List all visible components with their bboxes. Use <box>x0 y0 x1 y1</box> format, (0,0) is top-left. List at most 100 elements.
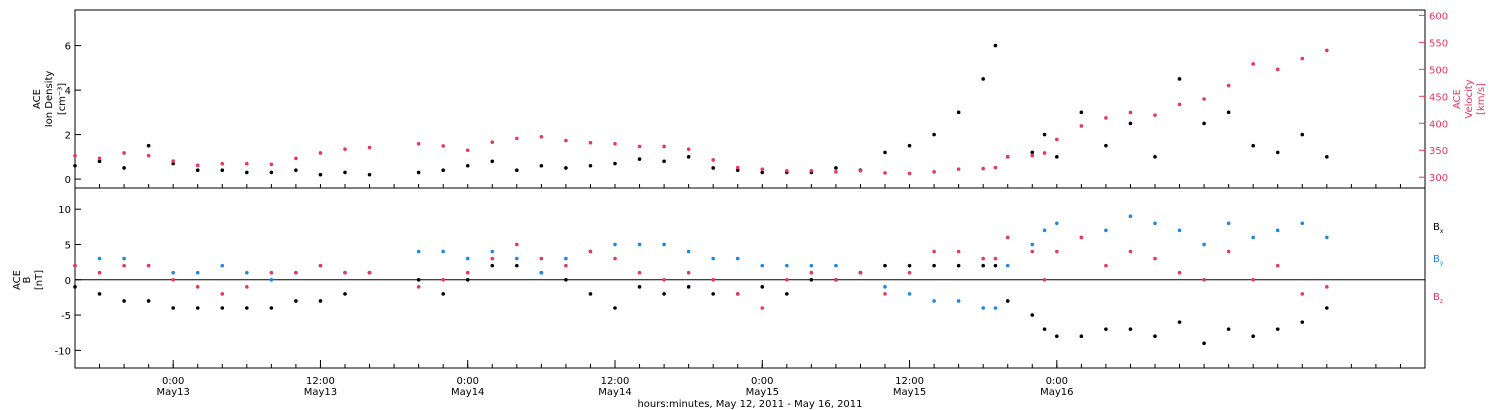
top-point <box>245 161 249 166</box>
bottom-point <box>465 256 470 261</box>
x-axis-title: hours:minutes, May 12, 2011 - May 16, 20… <box>637 399 862 410</box>
bottom-point <box>343 270 347 275</box>
ytick-right-label: 400 <box>1429 119 1448 130</box>
top-left-ticks: 0 2 4 6 <box>65 42 81 186</box>
top-point <box>146 153 151 158</box>
top-point <box>1177 77 1182 81</box>
density-ylabel-line3: [cm⁻³] <box>57 83 68 115</box>
top-point <box>1055 137 1059 142</box>
bottom-point <box>883 285 887 289</box>
top-point <box>1177 102 1182 107</box>
bottom-point <box>907 292 912 296</box>
bottom-point <box>416 249 421 254</box>
bottom-point <box>269 270 274 275</box>
bottom-point <box>711 277 715 282</box>
top-point <box>613 141 617 146</box>
bottom-point <box>490 263 495 268</box>
top-point <box>539 163 544 168</box>
bottom-point <box>1030 249 1035 254</box>
bottom-point <box>637 242 642 247</box>
top-point <box>588 163 593 168</box>
bottom-point <box>515 242 519 247</box>
bottom-point <box>1128 249 1133 254</box>
bottom-point <box>195 306 200 310</box>
bottom-point <box>1202 341 1206 346</box>
bottom-point <box>220 263 225 268</box>
top-point <box>416 170 421 175</box>
bottom-point <box>564 277 568 282</box>
top-point <box>1079 110 1084 115</box>
top-point <box>73 163 77 168</box>
bottom-point <box>883 263 887 268</box>
top-point <box>1104 116 1108 120</box>
top-point <box>318 172 323 177</box>
ytick-right-label: 300 <box>1429 173 1448 184</box>
bottom-series-2 <box>73 235 1329 310</box>
bottom-point <box>834 263 838 268</box>
top-right-ticks: 300 350 400 450 500 550 600 <box>1419 11 1448 184</box>
ytick-right-label: 500 <box>1429 65 1448 76</box>
top-point <box>1202 121 1206 126</box>
top-point <box>195 163 200 168</box>
bottom-point <box>97 256 102 261</box>
bottom-point <box>294 270 298 275</box>
bottom-point <box>441 249 445 254</box>
bottom-point <box>171 306 175 310</box>
xtick-label: 12:00 <box>306 376 335 387</box>
top-point <box>1275 150 1280 155</box>
bottom-point <box>588 249 593 254</box>
bottom-point <box>1226 221 1231 226</box>
bottom-point <box>220 306 225 310</box>
top-point <box>269 162 274 167</box>
top-point <box>637 157 642 161</box>
top-point <box>760 170 765 175</box>
bottom-point <box>613 306 617 310</box>
bottom-point <box>1128 327 1133 331</box>
bottom-point <box>785 292 789 296</box>
bottom-panel-points <box>73 214 1329 346</box>
top-point <box>73 153 77 158</box>
xtick-date: May13 <box>304 387 337 398</box>
top-point <box>220 161 225 166</box>
top-point <box>993 43 998 48</box>
top-point <box>1153 113 1157 117</box>
bottom-point <box>465 277 470 282</box>
top-point <box>735 165 740 170</box>
bottom-point <box>662 277 666 282</box>
bottom-point <box>1325 306 1329 310</box>
top-point <box>1153 155 1157 159</box>
top-point <box>195 168 200 172</box>
bottom-point <box>956 299 961 303</box>
bottom-point <box>932 249 936 254</box>
ytick-right-label: 600 <box>1429 11 1448 22</box>
xtick-date: May15 <box>893 387 926 398</box>
top-point <box>785 168 789 173</box>
top-point <box>809 168 814 173</box>
bottom-point <box>269 277 274 282</box>
top-point <box>637 144 642 149</box>
xtick-date: May13 <box>156 387 189 398</box>
bottom-series-0 <box>73 263 1329 346</box>
top-point <box>490 140 495 144</box>
top-point <box>883 150 887 155</box>
top-point <box>1251 143 1255 148</box>
top-point <box>686 155 691 159</box>
bottom-point <box>1300 320 1305 324</box>
bottom-point <box>122 299 126 303</box>
top-point <box>490 159 495 164</box>
bottom-point <box>932 299 936 303</box>
top-point <box>711 166 715 170</box>
bottom-point <box>367 270 372 275</box>
bottom-point <box>1005 235 1010 240</box>
bottom-point <box>613 242 617 247</box>
top-point <box>245 170 249 175</box>
bottom-point <box>539 270 544 275</box>
top-point <box>1128 121 1133 126</box>
bottom-series-1 <box>73 214 1329 310</box>
xtick-date: May14 <box>598 387 631 398</box>
bottom-point <box>735 256 740 261</box>
bottom-point <box>1275 263 1280 268</box>
top-series-0 <box>73 43 1329 177</box>
top-point <box>662 159 666 164</box>
bottom-point <box>981 306 985 310</box>
